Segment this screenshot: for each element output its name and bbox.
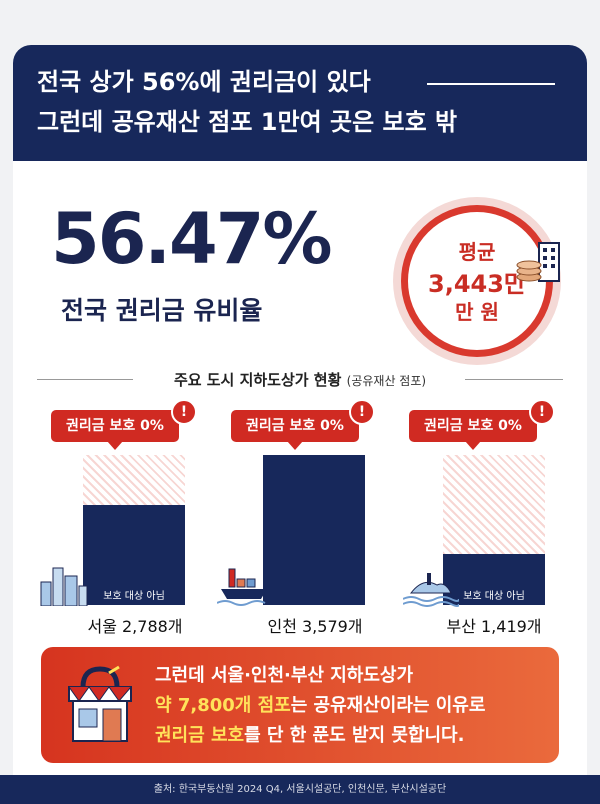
conclusion-line-2-rest: 는 공유재산이라는 이유로	[290, 695, 486, 716]
busan-bar-label: 보호 대상 아님	[463, 591, 525, 602]
badge-line-1: 평균	[458, 240, 496, 264]
headline-rule	[427, 83, 555, 85]
section-title: 주요 도시 지하도상가 현황 (공유재산 점포)	[13, 369, 587, 390]
conclusion-line-3-rest: 를 단 한 푼도 받지 못합니다.	[244, 725, 465, 746]
section-rule-right	[465, 379, 563, 380]
conclusion-line-2: 약 7,800개 점포는 공유재산이라는 이유로	[155, 691, 485, 717]
source-footer: 출처: 한국부동산원 2024 Q4, 서울시설공단, 인천신문, 부산시설공단	[0, 775, 600, 804]
seoul-bar-label: 보호 대상 아님	[103, 591, 165, 602]
busan-count-label: 부산 1,419개	[446, 617, 542, 636]
incheon-ship-icon	[217, 568, 267, 606]
seoul-bar-fill: 보호 대상 아님	[83, 505, 185, 605]
busan-alert-icon: !	[529, 399, 555, 425]
section-title-main: 주요 도시 지하도상가 현황	[173, 371, 342, 389]
busan-bar-background: 보호 대상 아님	[443, 455, 545, 605]
seoul-bar-background: 보호 대상 아님	[83, 455, 185, 605]
premium-rate-label: 전국 권리금 유비율	[61, 296, 263, 325]
seoul-skyline-icon	[40, 567, 88, 606]
coins-building-icon	[516, 242, 560, 282]
busan-harbor-icon	[403, 573, 459, 607]
incheon-bar-fill	[263, 455, 365, 605]
conclusion-line-3: 권리금 보호를 단 한 푼도 받지 못합니다.	[155, 721, 464, 747]
seoul-tag-pointer	[107, 441, 123, 450]
incheon-bar-background	[263, 455, 365, 605]
badge-line-2: 3,443만	[428, 270, 526, 298]
infographic-card: 전국 상가 56%에 권리금이 있다 그런데 공유재산 점포 1만여 곳은 보호…	[13, 45, 587, 775]
seoul-protection-tag: 권리금 보호 0%	[51, 410, 179, 442]
headline-line-1: 전국 상가 56%에 권리금이 있다	[37, 68, 371, 96]
section-rule-left	[37, 379, 133, 380]
busan-tag-pointer	[465, 441, 481, 450]
incheon-tag-pointer	[287, 441, 303, 450]
conclusion-highlight-stores: 약 7,800개 점포	[155, 695, 291, 716]
conclusion-callout: 그런데 서울·인천·부산 지하도상가 약 7,800개 점포는 공유재산이라는 …	[41, 647, 559, 763]
premium-rate-value: 56.47%	[51, 198, 333, 280]
conclusion-highlight-protection: 권리금 보호	[155, 725, 245, 746]
incheon-protection-tag: 권리금 보호 0%	[231, 410, 359, 442]
section-title-sub: (공유재산 점포)	[346, 374, 427, 388]
broken-shop-icon	[68, 665, 132, 742]
busan-bar-fill: 보호 대상 아님	[443, 554, 545, 605]
headline-line-2: 그런데 공유재산 점포 1만여 곳은 보호 밖	[37, 108, 458, 136]
conclusion-line-1: 그런데 서울·인천·부산 지하도상가	[155, 665, 414, 686]
badge-line-3: 만 원	[455, 300, 499, 324]
busan-protection-tag: 권리금 보호 0%	[409, 410, 537, 442]
seoul-alert-icon: !	[171, 399, 197, 425]
incheon-count-label: 인천 3,579개	[267, 617, 363, 636]
incheon-alert-icon: !	[349, 399, 375, 425]
seoul-count-label: 서울 2,788개	[87, 617, 183, 636]
header-banner: 전국 상가 56%에 권리금이 있다 그런데 공유재산 점포 1만여 곳은 보호…	[13, 45, 587, 161]
